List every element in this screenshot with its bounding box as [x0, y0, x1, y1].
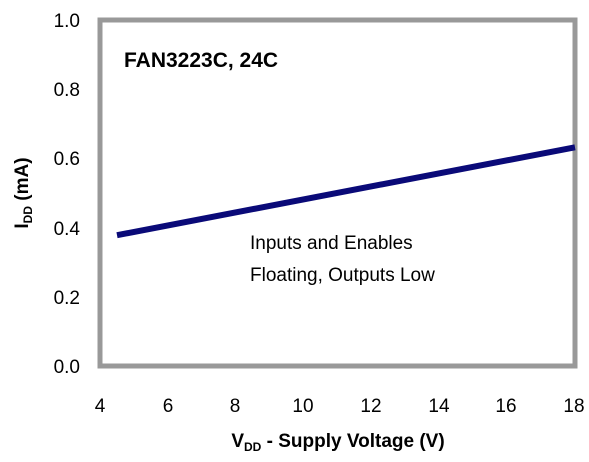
x-tick-label: 10	[292, 396, 313, 417]
x-tick-label: 4	[95, 396, 106, 417]
y-tick-label: 1.0	[54, 11, 80, 32]
x-tick-label: 8	[230, 396, 241, 417]
y-axis-title: IDD (mA)	[12, 157, 35, 228]
y-tick-label: 0.6	[54, 149, 80, 170]
x-tick-label: 14	[428, 396, 450, 417]
series-line	[116, 144, 576, 239]
chart-title: FAN3223C, 24C	[124, 49, 278, 72]
x-tick-label: 18	[563, 396, 584, 417]
x-tick-label: 6	[163, 396, 174, 417]
y-tick-label: 0.2	[54, 288, 80, 309]
y-tick-label: 0.4	[54, 219, 81, 240]
y-axis-title-rest: (mA)	[12, 157, 33, 206]
x-axis-title-rest: - Supply Voltage (V)	[261, 431, 444, 452]
x-tick-label: 12	[360, 396, 381, 417]
y-axis-title-sub: DD	[21, 206, 35, 224]
x-tick-label: 16	[495, 396, 516, 417]
annotation-line-1: Inputs and Enables	[250, 233, 413, 254]
x-axis-title-sub: DD	[244, 440, 262, 454]
x-axis-title: VDD - Supply Voltage (V)	[231, 431, 444, 454]
annotation-line-2: Floating, Outputs Low	[250, 265, 435, 286]
y-axis-title-main: I	[12, 223, 33, 228]
y-tick-label: 0.0	[54, 357, 80, 378]
x-axis-title-main: V	[231, 431, 244, 452]
plot-frame	[97, 17, 578, 369]
y-tick-label: 0.8	[54, 80, 80, 101]
